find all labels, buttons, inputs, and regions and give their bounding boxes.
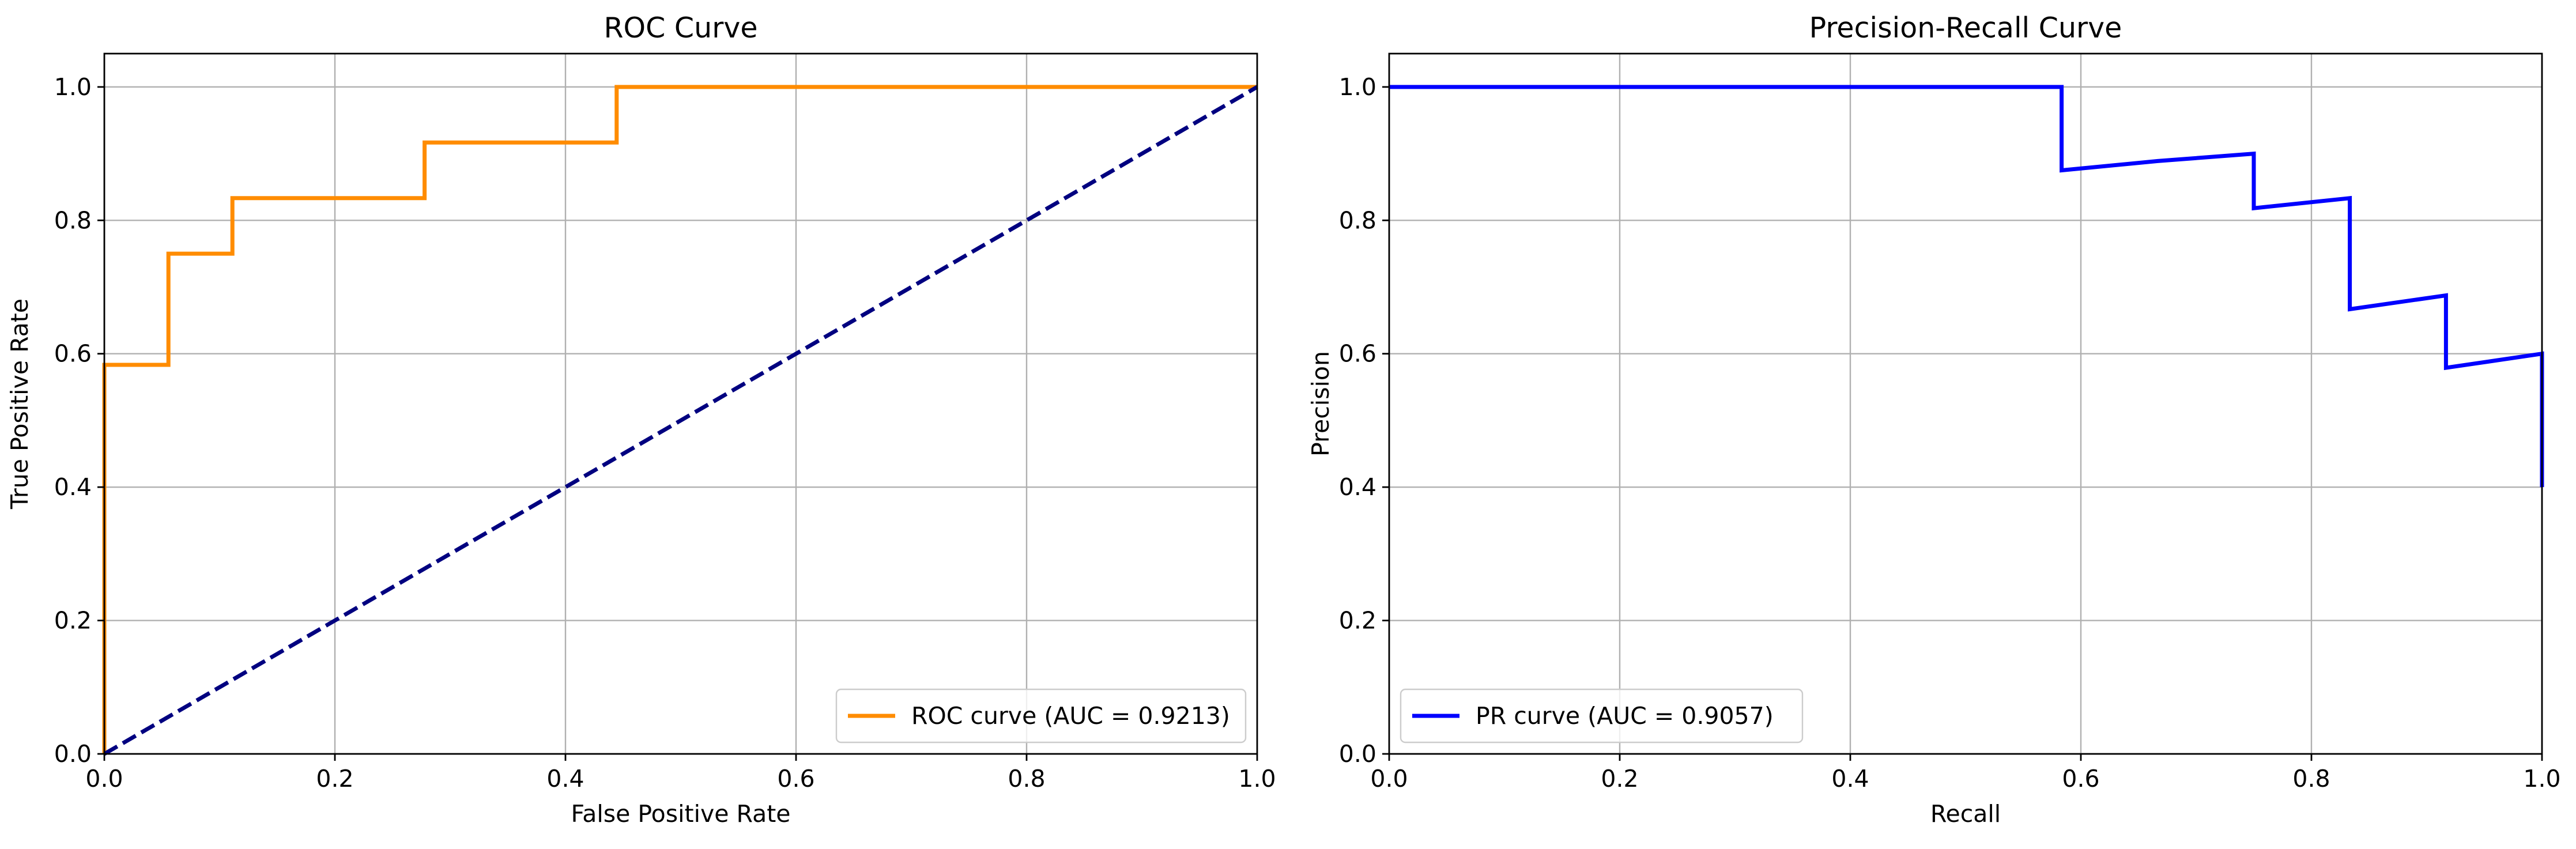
- axes-frame: [103, 52, 1258, 755]
- legend-label: PR curve (AUC = 0.9057): [1476, 702, 1774, 730]
- x-tick-label: 0.0: [85, 765, 123, 793]
- y-tick-label: 0.6: [54, 340, 92, 368]
- legend-box: [835, 688, 1247, 744]
- legend: PR curve (AUC = 0.9057): [1400, 688, 1804, 744]
- y-tick-label: 0.8: [54, 206, 92, 234]
- x-tick-label: 0.2: [1601, 765, 1638, 793]
- x-tick-label: 1.0: [1238, 765, 1276, 793]
- series-line-1: [102, 85, 1257, 754]
- x-tick-label: 0.4: [546, 765, 584, 793]
- y-tick-label: 0.0: [54, 740, 92, 768]
- y-tick-label: 0.6: [1339, 340, 1376, 368]
- y-tick-label: 0.2: [1339, 607, 1376, 635]
- chart-panel-1: 0.0 0.2 0.4 0.6 0.8 1.0 0.0 0.2 0.4 0.6 0.8 1.0 ROC …: [6, 12, 1276, 828]
- x-tick-label: 0.8: [1008, 765, 1045, 793]
- x-tick-label: 0.0: [1370, 765, 1408, 793]
- legend-box: [1400, 688, 1804, 744]
- y-tick-label: 1.0: [1339, 73, 1376, 101]
- x-tick-label: 0.8: [2292, 765, 2330, 793]
- axes-frame: [1388, 52, 2543, 755]
- chart-panel-2: 0.0 0.2 0.4 0.6 0.8 1.0 0.0 0.2 0.4 0.6 0.8 1.0 Prec…: [1307, 12, 2561, 828]
- x-axis-label: Recall: [1930, 800, 2001, 828]
- x-tick-label: 0.2: [316, 765, 353, 793]
- series-line-1: [1389, 85, 2544, 488]
- y-axis-label: True Positive Rate: [6, 299, 33, 510]
- y-tick-label: 0.2: [54, 607, 92, 635]
- chart-title: ROC Curve: [604, 12, 758, 44]
- y-tick-label: 0.4: [1339, 473, 1376, 501]
- x-tick-label: 0.6: [2062, 765, 2099, 793]
- diagonal-reference-line: [103, 85, 1258, 756]
- y-tick-label: 1.0: [54, 73, 92, 101]
- x-axis-label: False Positive Rate: [571, 800, 790, 828]
- x-tick-label: 0.4: [1831, 765, 1869, 793]
- chart-title: Precision-Recall Curve: [1809, 12, 2122, 44]
- legend-label: ROC curve (AUC = 0.9213): [911, 702, 1230, 730]
- y-tick-label: 0.4: [54, 473, 92, 501]
- y-tick-label: 0.0: [1339, 740, 1376, 768]
- legend: ROC curve (AUC = 0.9213): [835, 688, 1247, 744]
- x-tick-label: 1.0: [2523, 765, 2560, 793]
- y-tick-label: 0.8: [1339, 206, 1376, 234]
- x-tick-label: 0.6: [777, 765, 814, 793]
- y-axis-label: Precision: [1307, 351, 1334, 456]
